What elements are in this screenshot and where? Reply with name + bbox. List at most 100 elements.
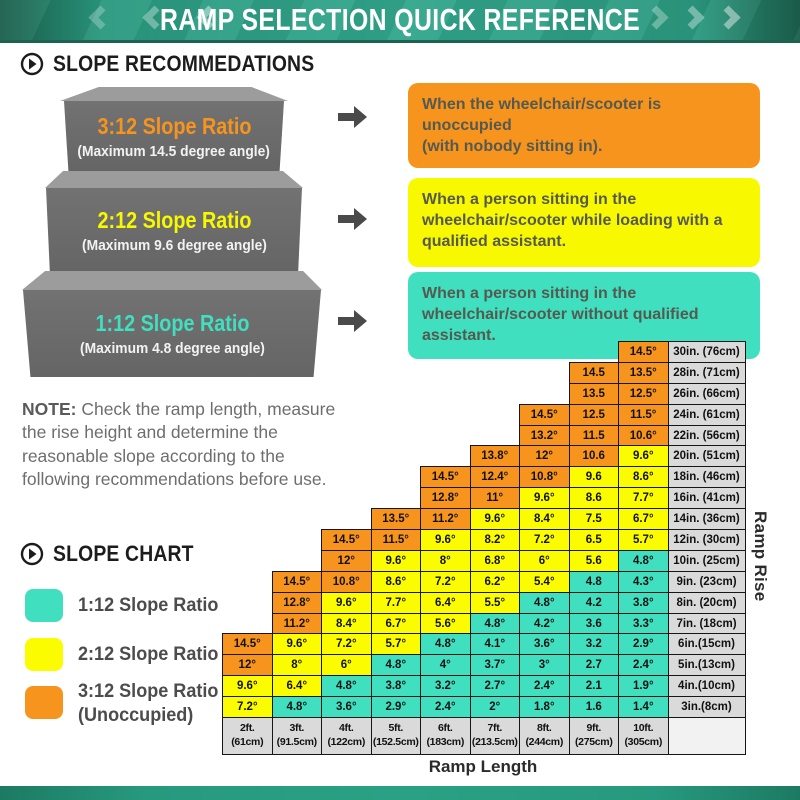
slope-value-cell: 13.8°	[469, 445, 520, 468]
slope-value-cell: 4.2	[568, 591, 619, 614]
slope-value-cell: 2.7°	[469, 675, 520, 698]
slope-table: 14.5° 30in. (76cm) 14.5 13.5° 28in. (71cm) 13…	[222, 341, 746, 756]
table-row: 13.2° 11.5 10.6° 22in. (56cm)	[223, 424, 746, 447]
empty-cell	[223, 362, 273, 383]
rise-label-cell: 30in. (76cm)	[667, 341, 746, 363]
rise-label-cell: 28in. (71cm)	[667, 361, 746, 384]
ramp-length-axis-label: Ramp Length	[428, 757, 538, 776]
slope-value-cell: 11.5°	[618, 403, 669, 426]
rise-label-cell: 4in.(10cm)	[667, 675, 746, 698]
table-row: 12.8° 9.6° 7.7° 6.4° 5.5° 4.8° 4.2 3.8° 8in. (20…	[223, 591, 746, 614]
empty-cell	[421, 362, 471, 383]
slope-value-cell: 7.7°	[618, 487, 669, 510]
empty-cell	[223, 550, 273, 571]
table-row: 12.8° 11° 9.6° 8.6 7.7° 16in. (41cm)	[223, 487, 746, 510]
slope-value-cell: 12°	[519, 445, 570, 468]
empty-cell	[421, 404, 471, 425]
length-header-cell: 8ft. (244cm)	[519, 717, 570, 756]
empty-cell	[223, 342, 273, 363]
empty-cell	[371, 446, 421, 467]
slope-value-cell: 3.6°	[519, 633, 570, 656]
slope-value-cell: 4.1°	[469, 633, 520, 656]
rise-label-cell: 26in. (66cm)	[667, 382, 746, 405]
slope-value-cell: 13.5	[568, 382, 619, 405]
slope-value-cell: 5.6	[568, 549, 619, 572]
empty-cell	[322, 425, 372, 446]
ramp-step-top-face	[22, 271, 322, 290]
slope-value-cell: 7.2°	[321, 633, 372, 656]
arrow-right-icon	[338, 208, 368, 230]
slope-value-cell: 7.2°	[420, 570, 471, 593]
empty-cell	[223, 383, 273, 404]
rise-label-cell: 9in. (23cm)	[667, 570, 746, 593]
description-box-unoccupied: When the wheelchair/scooter is unoccupie…	[408, 83, 760, 168]
slope-value-cell: 8°	[420, 549, 471, 572]
empty-cell	[322, 383, 372, 404]
slope-value-cell: 1.9°	[618, 675, 669, 698]
ramp-rise-axis-label: Ramp Rise	[751, 511, 770, 602]
empty-cell	[322, 342, 372, 363]
slope-value-cell: 14.5°	[420, 466, 471, 489]
table-row: 13.5 12.5° 26in. (66cm)	[223, 382, 746, 405]
slope-value-cell: 3.6	[568, 612, 619, 635]
slope-value-cell: 2.9°	[618, 633, 669, 656]
slope-value-cell: 14.5°	[271, 570, 322, 593]
header-bar: RAMP SELECTION QUICK REFERENCE	[0, 0, 800, 43]
slope-value-cell: 6.2°	[469, 570, 520, 593]
length-header-cell: 2ft. (61cm)	[222, 717, 273, 756]
empty-cell	[272, 530, 322, 551]
slope-value-cell: 9.6°	[271, 633, 322, 656]
legend-swatch-1-12	[25, 589, 63, 622]
ramp-step-top-face	[45, 171, 303, 188]
slope-value-cell: 8.4°	[321, 612, 372, 635]
legend-swatch-3-12	[25, 686, 63, 719]
empty-cell	[272, 404, 322, 425]
ratio-label: 2:12 Slope Ratio	[97, 206, 251, 233]
slope-value-cell: 3.7°	[469, 654, 520, 677]
header-pattern	[0, 0, 800, 40]
empty-cell	[272, 383, 322, 404]
slope-value-cell: 3.6°	[321, 696, 372, 719]
empty-cell	[322, 362, 372, 383]
section-slope-recommendations: SLOPE RECOMMEDATIONS	[20, 51, 350, 77]
empty-cell	[520, 362, 570, 383]
slope-value-cell: 7.2°	[519, 529, 570, 551]
slope-value-cell: 8°	[271, 654, 322, 677]
rise-label-cell: 12in. (30cm)	[667, 529, 746, 551]
empty-cell	[371, 342, 421, 363]
angle-label: (Maximum 9.6 degree angle)	[81, 236, 267, 254]
slope-value-cell: 7.2°	[222, 696, 273, 719]
table-footer-row: 2ft. (61cm) 3ft. (91.5cm) 4ft. (122cm) 5ft. (15…	[222, 717, 746, 756]
slope-value-cell: 12.8°	[271, 591, 322, 614]
slope-value-cell: 4.8°	[321, 675, 372, 698]
slope-value-cell: 4°	[420, 654, 471, 677]
table-row: 12° 8° 6° 4.8° 4° 3.7° 3° 2.7 2.4° 5in.(13cm)	[222, 654, 746, 677]
legend-label: 3:12 Slope Ratio (Unoccupied)	[78, 681, 219, 726]
rise-label-cell: 18in. (46cm)	[667, 466, 746, 489]
slope-value-cell: 6.4°	[271, 675, 322, 698]
slope-value-cell: 13.5°	[618, 361, 669, 384]
slope-value-cell: 10.8°	[321, 570, 372, 593]
empty-cell	[371, 383, 421, 404]
ramp-step-top-face	[60, 87, 288, 101]
empty-cell	[223, 571, 273, 592]
slope-value-cell: 14.5°	[519, 403, 570, 426]
table-row: 14.5° 12.4° 10.8° 9.6 8.6° 18in. (46cm)	[223, 466, 746, 489]
ramp-step-2-12: 2:12 Slope Ratio (Maximum 9.6 degree ang…	[46, 188, 302, 272]
slope-value-cell: 9.6°	[469, 508, 520, 531]
angle-label: (Maximum 14.5 degree angle)	[77, 142, 271, 160]
note-label: NOTE:	[22, 399, 77, 419]
legend-label: 2:12 Slope Ratio	[78, 644, 219, 665]
slope-value-cell: 14.5	[568, 361, 619, 384]
footer-bar	[0, 786, 800, 800]
slope-value-cell: 7.5	[568, 508, 619, 531]
slope-value-cell: 6°	[321, 654, 372, 677]
slope-value-cell: 1.4°	[618, 696, 669, 719]
empty-cell	[223, 446, 273, 467]
slope-value-cell: 8.6	[568, 487, 619, 510]
table-row: 14.5° 10.8° 8.6° 7.2° 6.2° 5.4° 4.8 4.3° 9in. (2…	[223, 570, 746, 593]
slope-value-cell: 4.8°	[271, 696, 322, 719]
slope-value-cell: 12.4°	[469, 466, 520, 489]
length-header-cell: 9ft. (275cm)	[568, 717, 619, 756]
slope-value-cell: 9.6°	[519, 487, 570, 510]
